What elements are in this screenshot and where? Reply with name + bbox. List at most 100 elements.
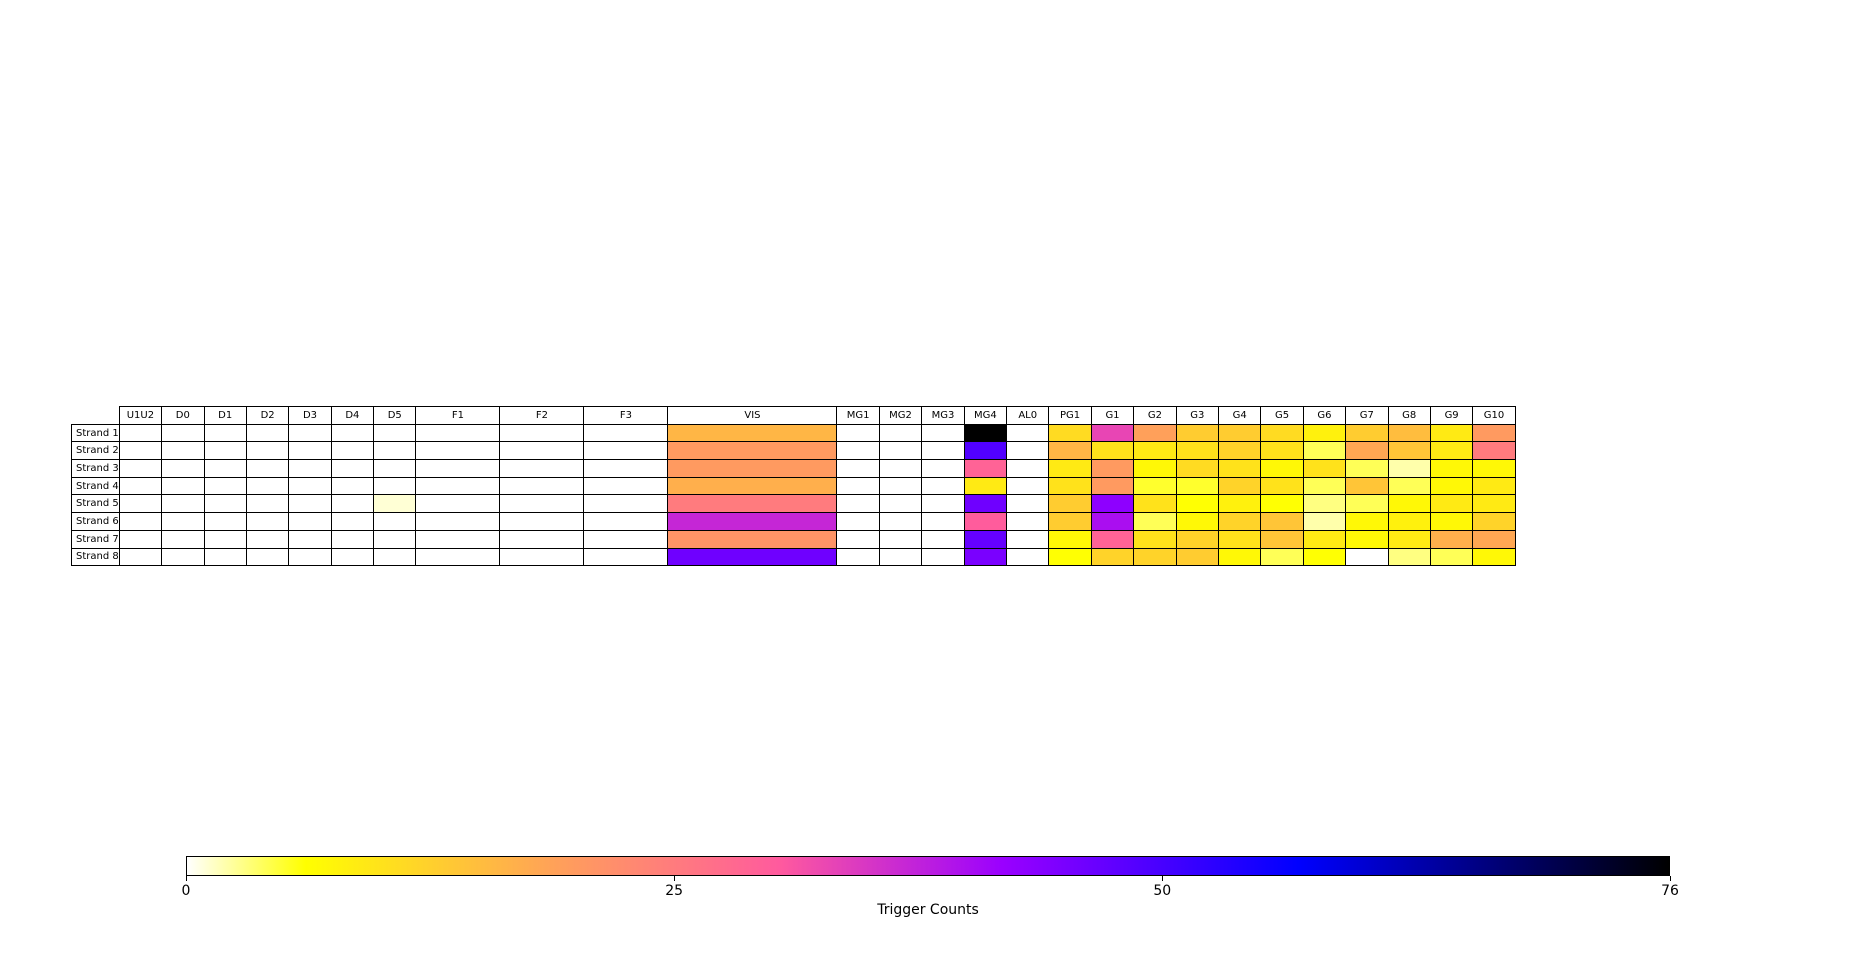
- heatmap-cell: [1175, 459, 1219, 478]
- heatmap-cell: [203, 441, 247, 461]
- heatmap-cell: [499, 459, 585, 478]
- heatmap-cell: [415, 476, 501, 496]
- heatmap-cell: [499, 512, 585, 531]
- heatmap-cell: [415, 423, 501, 443]
- heatmap-cell: [288, 459, 332, 478]
- column-header-mg1: MG1: [836, 406, 880, 425]
- heatmap-cell: [963, 529, 1008, 549]
- heatmap-cell: [836, 459, 880, 478]
- heatmap-cell: [963, 476, 1008, 496]
- heatmap-cell: [499, 494, 585, 514]
- heatmap-cell: [330, 547, 375, 567]
- heatmap-cell: [373, 529, 417, 549]
- colorbar: [186, 856, 1670, 876]
- colorbar-tick: [1669, 876, 1671, 881]
- column-header-pg1: PG1: [1048, 406, 1092, 425]
- heatmap-cell: [921, 547, 965, 567]
- heatmap-cell: [1345, 547, 1389, 567]
- heatmap-cell: [288, 476, 332, 496]
- row-header-strand-5: Strand 5: [71, 494, 120, 514]
- heatmap-cell: [1345, 476, 1389, 496]
- heatmap-cell: [1387, 459, 1431, 478]
- column-header-vis: VIS: [667, 406, 838, 425]
- heatmap-cell: [330, 459, 375, 478]
- column-header-g10: G10: [1472, 406, 1516, 425]
- heatmap-cell: [1175, 441, 1219, 461]
- column-header-d3: D3: [288, 406, 332, 425]
- heatmap-cell: [1217, 459, 1262, 478]
- heatmap-cell: [161, 476, 205, 496]
- heatmap-cell: [1302, 512, 1347, 531]
- heatmap-cell: [836, 529, 880, 549]
- heatmap-cell: [921, 423, 965, 443]
- heatmap-cell: [203, 512, 247, 531]
- heatmap-cell: [836, 441, 880, 461]
- heatmap-cell: [288, 441, 332, 461]
- heatmap-cell: [583, 459, 669, 478]
- heatmap-cell: [1217, 547, 1262, 567]
- column-header-g6: G6: [1302, 406, 1347, 425]
- heatmap-cell: [203, 476, 247, 496]
- heatmap-cell: [203, 529, 247, 549]
- heatmap-cell: [1260, 494, 1304, 514]
- heatmap-cell: [203, 459, 247, 478]
- table-row: Strand 4: [71, 476, 1516, 496]
- heatmap-cell: [1175, 547, 1219, 567]
- heatmap-cell: [1133, 512, 1177, 531]
- heatmap-cell: [1006, 529, 1050, 549]
- heatmap-cell: [1472, 459, 1516, 478]
- heatmap-cell: [1345, 529, 1389, 549]
- heatmap-cell: [1472, 529, 1516, 549]
- colorbar-tick: [185, 876, 187, 881]
- column-header-al0: AL0: [1006, 406, 1050, 425]
- heatmap-cell: [1048, 512, 1092, 531]
- heatmap-cell: [878, 423, 923, 443]
- heatmap-cell: [667, 529, 838, 549]
- heatmap-cell: [921, 441, 965, 461]
- heatmap-cell: [836, 512, 880, 531]
- heatmap-cell: [330, 423, 375, 443]
- column-header-g2: G2: [1133, 406, 1177, 425]
- heatmap-cell: [878, 459, 923, 478]
- heatmap-cell: [921, 494, 965, 514]
- heatmap-table: U1U2 D0 D1 D2 D3 D4 D5 F1 F2 F3 VIS MG1 MG2 MG3 MG4 AL0…: [71, 406, 1516, 567]
- heatmap-cell: [288, 423, 332, 443]
- heatmap-cell: [667, 441, 838, 461]
- heatmap-cell: [161, 459, 205, 478]
- heatmap-cell: [161, 512, 205, 531]
- heatmap-cell: [1302, 529, 1347, 549]
- heatmap-cell: [878, 476, 923, 496]
- heatmap-cell: [118, 476, 163, 496]
- heatmap-cell: [1090, 512, 1135, 531]
- heatmap-cell: [1217, 441, 1262, 461]
- heatmap-cell: [203, 547, 247, 567]
- heatmap-cell: [1260, 547, 1304, 567]
- heatmap-cell: [1429, 459, 1474, 478]
- heatmap-cell: [667, 476, 838, 496]
- column-header-mg2: MG2: [878, 406, 923, 425]
- heatmap-cell: [415, 441, 501, 461]
- colorbar-tick-label: 0: [181, 883, 191, 899]
- column-header-g9: G9: [1429, 406, 1474, 425]
- heatmap-cell: [1260, 423, 1304, 443]
- heatmap-cell: [667, 423, 838, 443]
- heatmap-cell: [373, 423, 417, 443]
- heatmap-cell: [836, 547, 880, 567]
- heatmap-cell: [1006, 494, 1050, 514]
- heatmap-cell: [1175, 423, 1219, 443]
- heatmap-cell: [1472, 512, 1516, 531]
- heatmap-cell: [245, 476, 290, 496]
- heatmap-cell: [667, 459, 838, 478]
- heatmap-cell: [878, 512, 923, 531]
- column-header-d5: D5: [373, 406, 417, 425]
- heatmap-cell: [245, 529, 290, 549]
- heatmap-cell: [330, 512, 375, 531]
- column-header-d1: D1: [203, 406, 247, 425]
- heatmap-cell: [1345, 494, 1389, 514]
- heatmap-cell: [1217, 529, 1262, 549]
- heatmap-cell: [1133, 459, 1177, 478]
- heatmap-cell: [1345, 423, 1389, 443]
- heatmap-cell: [1472, 441, 1516, 461]
- heatmap-cell: [1345, 441, 1389, 461]
- heatmap-cell: [373, 476, 417, 496]
